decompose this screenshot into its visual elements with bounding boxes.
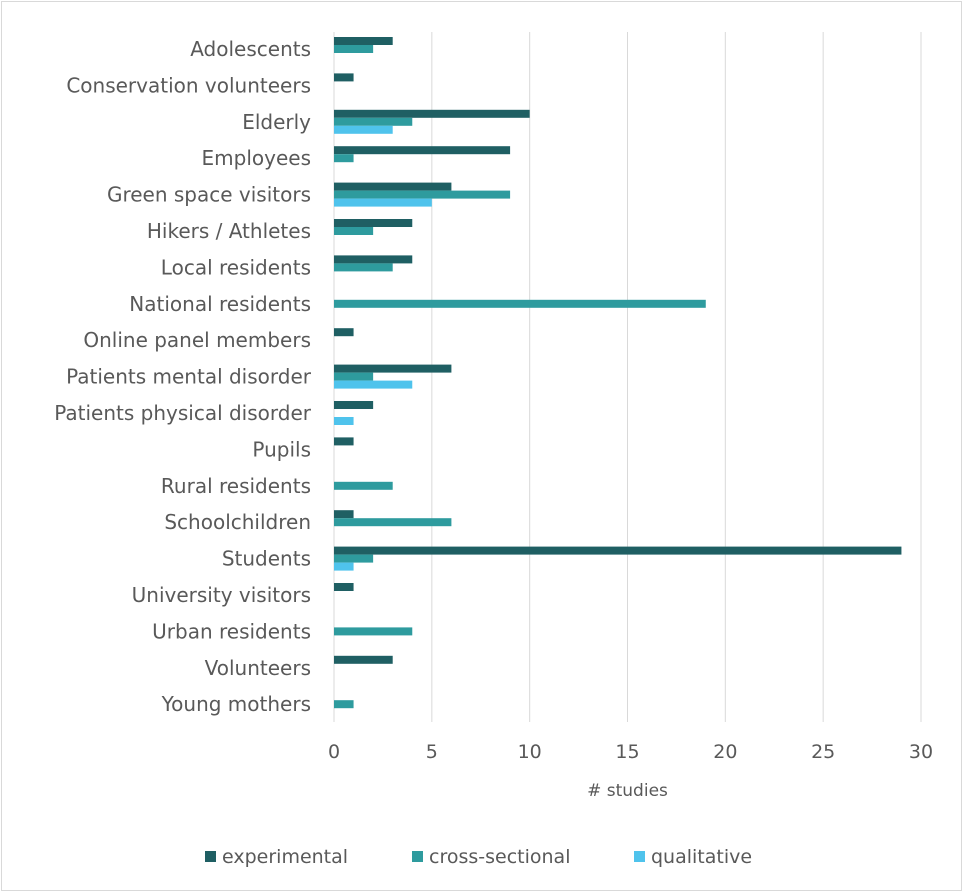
gridlines	[333, 32, 922, 722]
category-label: Volunteers	[205, 656, 311, 680]
bar-cross-sectional	[334, 518, 452, 527]
bar-experimental	[334, 37, 393, 45]
bar-experimental	[334, 401, 374, 409]
bar-experimental	[334, 364, 452, 373]
legend: experimental cross-sectional qualitative	[205, 846, 752, 868]
bar-cross-sectional	[334, 481, 393, 490]
x-tick-label: 25	[811, 741, 835, 763]
category-label: National residents	[129, 292, 311, 316]
category-label: Pupils	[252, 437, 311, 461]
bar-experimental	[334, 109, 530, 118]
legend-label: experimental	[222, 846, 348, 868]
bar-experimental	[334, 437, 354, 446]
category-label: Rural residents	[161, 474, 311, 498]
bar-experimental	[334, 219, 413, 227]
bar-cross-sectional	[334, 627, 413, 636]
x-tick-label: 20	[713, 741, 737, 763]
category-label: Patients mental disorder	[66, 365, 312, 389]
bar-qualitative	[334, 380, 413, 389]
x-axis-title: # studies	[587, 781, 668, 801]
bar-cross-sectional	[334, 45, 374, 53]
category-labels: Adolescents Conservation volunteers Elderl…	[54, 37, 312, 716]
legend-label: qualitative	[651, 846, 752, 868]
bar-qualitative	[334, 125, 393, 134]
bar-experimental	[334, 546, 902, 555]
category-label: Conservation volunteers	[66, 73, 311, 97]
bar-cross-sectional	[334, 190, 511, 199]
bar-cross-sectional	[334, 154, 354, 163]
bar-experimental	[334, 73, 354, 82]
category-label: Hikers / Athletes	[147, 219, 311, 243]
category-label: University visitors	[132, 583, 311, 607]
bar-cross-sectional	[334, 372, 374, 381]
x-tick-label: 10	[518, 741, 542, 763]
bar-qualitative	[334, 417, 354, 425]
category-label: Patients physical disorder	[54, 401, 312, 425]
legend-swatch-experimental	[205, 851, 216, 862]
bar-cross-sectional	[334, 554, 374, 563]
bar-cross-sectional	[334, 117, 413, 126]
category-label: Adolescents	[190, 37, 311, 61]
category-label: Local residents	[161, 255, 311, 279]
bars	[334, 37, 902, 709]
x-tick-label: 30	[909, 741, 933, 763]
bar-cross-sectional	[334, 263, 393, 272]
category-label: Online panel members	[83, 328, 311, 352]
bar-cross-sectional	[334, 227, 374, 235]
legend-label: cross-sectional	[429, 846, 570, 868]
category-label: Students	[222, 547, 311, 571]
bar-qualitative	[334, 198, 432, 207]
bar-experimental	[334, 146, 511, 155]
bar-qualitative	[334, 562, 354, 571]
category-label: Green space visitors	[107, 183, 311, 207]
bar-experimental	[334, 583, 354, 591]
x-tick-label: 5	[426, 741, 438, 763]
bar-experimental	[334, 182, 452, 191]
bar-experimental	[334, 255, 413, 264]
category-label: Schoolchildren	[164, 510, 311, 534]
bar-experimental	[334, 328, 354, 337]
category-label: Elderly	[242, 110, 311, 134]
x-tick-label: 15	[615, 741, 639, 763]
bar-cross-sectional	[334, 700, 354, 709]
category-label: Urban residents	[152, 619, 311, 643]
legend-swatch-qualitative	[634, 851, 645, 862]
x-tick-labels: 0 5 10 15 20 25 30	[328, 741, 933, 763]
legend-swatch-cross-sectional	[412, 851, 423, 862]
category-label: Employees	[202, 146, 311, 170]
bar-experimental	[334, 510, 354, 519]
x-tick-label: 0	[328, 741, 340, 763]
bar-cross-sectional	[334, 299, 706, 308]
category-label: Young mothers	[161, 692, 311, 716]
bar-experimental	[334, 655, 393, 664]
